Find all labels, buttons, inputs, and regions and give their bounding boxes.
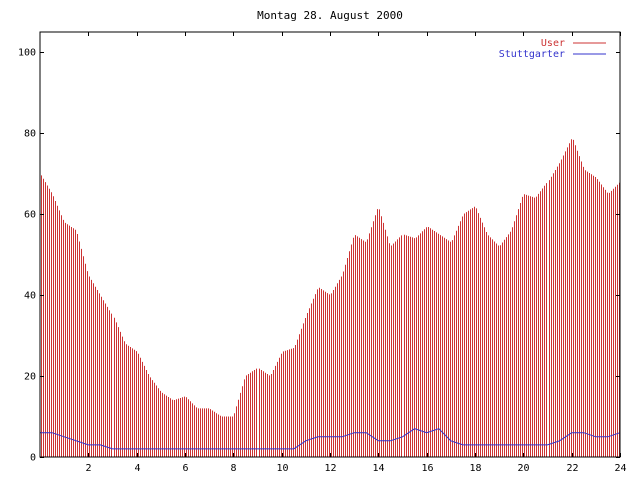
chart-title: Montag 28. August 2000 — [257, 9, 403, 22]
x-tick-label: 14 — [372, 463, 384, 474]
legend-label-stuttgarter: Stuttgarter — [499, 49, 565, 60]
x-tick-label: 12 — [324, 463, 336, 474]
legend: User Stuttgarter — [499, 38, 606, 60]
y-tick-label: 40 — [24, 291, 36, 302]
x-axis: 2 4 6 8 10 12 14 16 18 20 22 24 — [85, 32, 627, 474]
x-tick-label: 20 — [517, 463, 529, 474]
user-bars — [41, 139, 620, 457]
y-tick-label: 80 — [24, 129, 36, 140]
x-tick-label: 6 — [182, 463, 188, 474]
y-tick-label: 100 — [18, 48, 36, 59]
x-tick-label: 16 — [421, 463, 433, 474]
x-tick-label: 22 — [566, 463, 578, 474]
y-tick-label: 20 — [24, 372, 36, 383]
stuttgarter-line-layer — [40, 428, 621, 450]
y-axis: 0 20 40 60 80 100 — [18, 48, 620, 464]
x-tick-label: 18 — [469, 463, 481, 474]
stuttgarter-line — [40, 428, 621, 450]
x-tick-label: 8 — [230, 463, 236, 474]
y-tick-label: 0 — [30, 453, 36, 464]
y-tick-label: 60 — [24, 210, 36, 221]
x-tick-label: 4 — [134, 463, 140, 474]
x-tick-label: 2 — [85, 463, 91, 474]
x-tick-label: 24 — [614, 463, 626, 474]
x-tick-label: 10 — [276, 463, 288, 474]
legend-label-user: User — [541, 38, 565, 49]
